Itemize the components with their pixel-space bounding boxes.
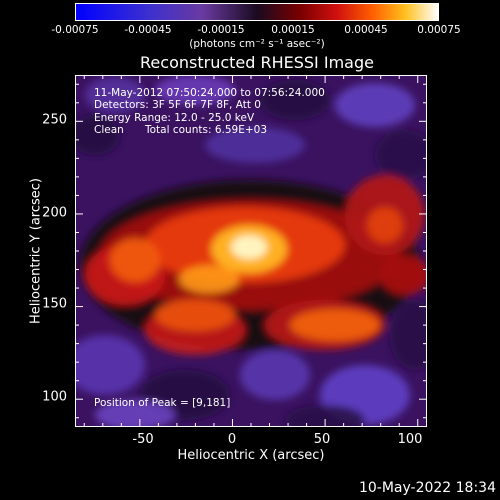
footer-timestamp: 10-May-2022 18:34 [358,480,496,496]
counts-label: Total counts: 6.59E+03 [145,124,268,136]
x-tick-label: -50 [132,432,154,447]
colorbar-tick: -0.00075 [51,24,99,36]
colorbar [75,3,439,21]
time-range-label: 11-May-2012 07:50:24.000 to 07:56:24.000 [94,87,325,99]
peak-label: Position of Peak = [9,181] [94,397,231,409]
x-tick-label: 50 [313,432,331,447]
detectors-label: Detectors: 3F 5F 6F 7F 8F, Att 0 [94,99,261,111]
y-tick-label: 150 [42,296,67,312]
x-axis-label: Heliocentric X (arcsec) [177,448,325,463]
colorbar-tick: -0.00045 [124,24,172,36]
colorbar-tick: 0.00075 [417,24,461,36]
y-axis-label: Heliocentric Y (arcsec) [28,178,44,324]
image-plot [75,75,427,427]
y-tick-label: 100 [42,389,67,405]
colorbar-tick: 0.00045 [344,24,388,36]
energy-label: Energy Range: 12.0 - 25.0 keV [94,112,255,124]
colorbar-tick: -0.00015 [197,24,245,36]
method-label: Clean [94,124,124,136]
chart-title: Reconstructed RHESSI Image [140,53,374,72]
y-tick-label: 250 [42,112,67,128]
x-tick-label: 0 [227,432,237,447]
colorbar-unit: (photons cm⁻² s⁻¹ asec⁻²) [189,38,325,50]
y-tick-label: 200 [42,205,67,221]
heatmap [75,75,427,427]
colorbar-tick: 0.00015 [271,24,315,36]
x-tick-label: 100 [397,432,423,447]
